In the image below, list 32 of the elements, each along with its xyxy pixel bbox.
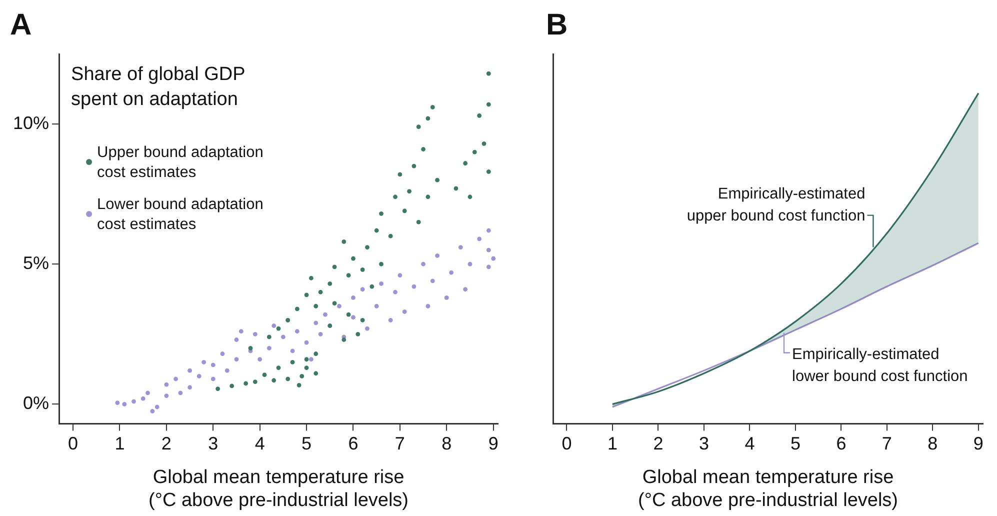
x-tick-label: 0 [68,434,78,454]
x-tick-label: 5 [302,434,312,454]
legend-label: Lower bound adaptation cost estimates [97,196,264,233]
chart-title: A [10,8,32,42]
x-tick-label: 4 [744,434,755,454]
x-tick-label: 1 [114,434,125,454]
x-tick-label: 1 [607,434,618,454]
x-tick-label: 8 [928,434,938,454]
x-tick-label: 4 [254,434,265,454]
y-tick-label: 10% [12,113,50,134]
x-tick-label: 2 [653,434,664,454]
annotation: Empirically-estimated upper bound cost function [686,185,866,224]
x-tick-label: 6 [836,434,846,454]
chart-title: B [546,8,568,42]
y-axis-title: Share of global GDP spent on adaptation [71,64,246,110]
x-tick-label: 7 [882,434,892,454]
x-tick-label: 7 [394,434,405,454]
x-tick-label: 3 [698,434,709,454]
x-tick-label: 9 [973,434,984,454]
x-tick-label: 0 [562,434,572,454]
annotation: Empirically-estimated lower bound cost function [792,346,968,385]
x-tick-label: 5 [790,434,800,454]
x-axis-title: Global mean temperature rise (°C above pre-industrial levels) [638,467,898,511]
x-tick-label: 6 [348,434,358,454]
y-tick-label: 5% [23,253,50,274]
x-tick-label: 8 [442,434,452,454]
x-axis-title: Global mean temperature rise (°C above pre-industrial levels) [148,467,409,511]
x-tick-label: 2 [161,434,172,454]
x-tick-label: 3 [208,434,218,454]
y-tick-label: 0% [23,393,50,414]
x-tick-label: 9 [488,434,498,454]
legend-label: Upper bound adaptation cost estimates [97,144,264,181]
